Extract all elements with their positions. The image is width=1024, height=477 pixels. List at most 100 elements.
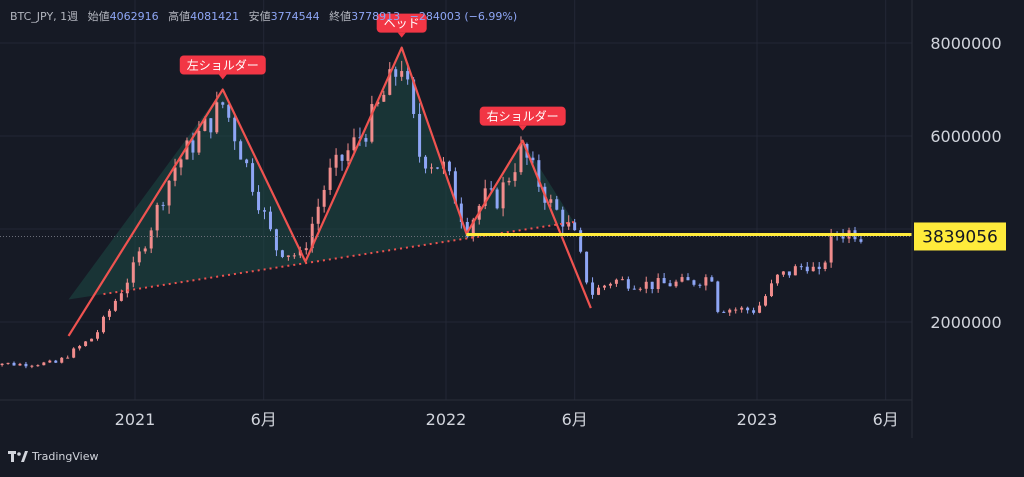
candle-body-110 <box>638 288 642 290</box>
pattern-label-box-0 <box>179 55 266 75</box>
candle-body-82 <box>471 219 475 237</box>
candle-body-47 <box>263 210 267 212</box>
candle-body-58 <box>328 167 332 190</box>
candle-body-30 <box>161 204 165 206</box>
tradingview-brand[interactable]: TradingView <box>8 450 98 463</box>
candle-body-113 <box>656 278 660 290</box>
axes: 800000060000004000000200000020216月20226月… <box>0 0 1006 438</box>
candle-body-34 <box>185 140 189 160</box>
candle-body-129 <box>752 310 756 313</box>
candle-body-92 <box>531 157 535 161</box>
candle-body-117 <box>680 277 684 282</box>
price-tick-label-0: 8000000 <box>930 34 1001 53</box>
symbol-legend: BTC_JPY, 1週 始値4062916 高値4081421 安値377454… <box>10 8 517 24</box>
candle-body-81 <box>465 221 469 237</box>
candle-body-96 <box>555 199 559 210</box>
candle-body-18 <box>90 338 94 342</box>
candle-body-60 <box>340 154 344 161</box>
candle-body-9 <box>36 365 40 367</box>
candle-body-5 <box>12 362 16 366</box>
candle-body-131 <box>764 296 768 306</box>
candle-body-107 <box>620 279 624 281</box>
candle-body-67 <box>382 94 386 102</box>
candle-body-147 <box>859 239 863 242</box>
time-tick-label-0: 2021 <box>115 410 156 429</box>
candle-body-74 <box>424 156 428 169</box>
candle-body-12 <box>54 360 58 363</box>
candle-body-38 <box>209 118 213 133</box>
candle-body-20 <box>101 316 105 333</box>
candle-body-40 <box>221 102 225 105</box>
candle-body-101 <box>585 251 589 283</box>
candle-body-17 <box>84 341 88 347</box>
low-label: 安値 <box>248 10 271 23</box>
candle-body-130 <box>758 305 762 313</box>
candle-body-97 <box>561 209 565 227</box>
pattern-label-box-2 <box>479 106 566 126</box>
candle-body-136 <box>793 266 797 276</box>
candle-body-41 <box>227 104 231 118</box>
candle-body-142 <box>829 233 833 263</box>
candle-body-112 <box>650 281 654 290</box>
close-label: 終値 <box>329 10 352 23</box>
candle-body-3 <box>0 363 4 366</box>
high-label: 高値 <box>168 10 191 23</box>
candle-body-79 <box>453 171 457 204</box>
candle-body-49 <box>274 229 278 251</box>
time-tick-label-3: 6月 <box>562 410 588 429</box>
candle-body-88 <box>507 180 511 183</box>
pattern-label-pointer-2 <box>518 125 527 131</box>
candle-body-89 <box>513 172 517 181</box>
pattern-label-pointer-1 <box>397 32 406 38</box>
candle-body-116 <box>674 281 678 287</box>
candle-body-64 <box>364 138 368 142</box>
candle-body-138 <box>805 266 809 272</box>
close-value: 3778913 <box>351 10 401 23</box>
candle-body-19 <box>96 332 100 339</box>
candle-body-71 <box>406 71 410 80</box>
candle-body-4 <box>6 362 10 364</box>
candle-body-27 <box>143 248 147 252</box>
candle-body-72 <box>412 79 416 114</box>
candle-body-45 <box>251 163 255 192</box>
candle-body-14 <box>66 357 70 359</box>
pattern-label-pointer-0 <box>218 74 227 80</box>
candle-body-119 <box>692 280 696 285</box>
candle-body-31 <box>167 180 171 206</box>
candle-body-26 <box>137 251 141 263</box>
change-value: −284003 (−6.99%) <box>409 10 518 23</box>
candle-body-103 <box>597 287 601 295</box>
current-price-label: 3839056 <box>922 227 998 247</box>
candle-body-114 <box>662 278 666 284</box>
candle-body-99 <box>573 222 577 231</box>
candle-body-105 <box>608 283 612 286</box>
pattern-label-2: 右ショルダー <box>487 109 559 124</box>
candle-body-102 <box>591 282 595 295</box>
candle-body-75 <box>430 167 434 169</box>
candle-body-36 <box>197 130 201 153</box>
candle-body-43 <box>239 141 243 160</box>
candle-body-121 <box>704 277 708 286</box>
candle-body-51 <box>286 255 290 257</box>
candle-body-21 <box>107 310 111 317</box>
time-tick-label-5: 6月 <box>873 410 899 429</box>
candle-body-55 <box>310 223 314 249</box>
candle-body-35 <box>191 140 195 153</box>
candle-body-80 <box>459 203 463 222</box>
candle-body-128 <box>746 307 750 311</box>
candle-body-123 <box>716 281 720 312</box>
candle-body-61 <box>346 150 350 161</box>
low-value: 3774544 <box>270 10 320 23</box>
symbol-label: BTC_JPY, 1週 <box>10 10 79 23</box>
candle-body-115 <box>668 283 672 287</box>
candle-body-122 <box>710 277 714 282</box>
candle-body-85 <box>489 188 493 190</box>
candle-body-54 <box>304 248 308 251</box>
candle-body-7 <box>24 363 28 367</box>
candle-body-111 <box>644 281 648 289</box>
candle-body-76 <box>435 167 439 169</box>
tradingview-logo-icon <box>8 450 28 462</box>
candle-body-87 <box>501 182 505 209</box>
